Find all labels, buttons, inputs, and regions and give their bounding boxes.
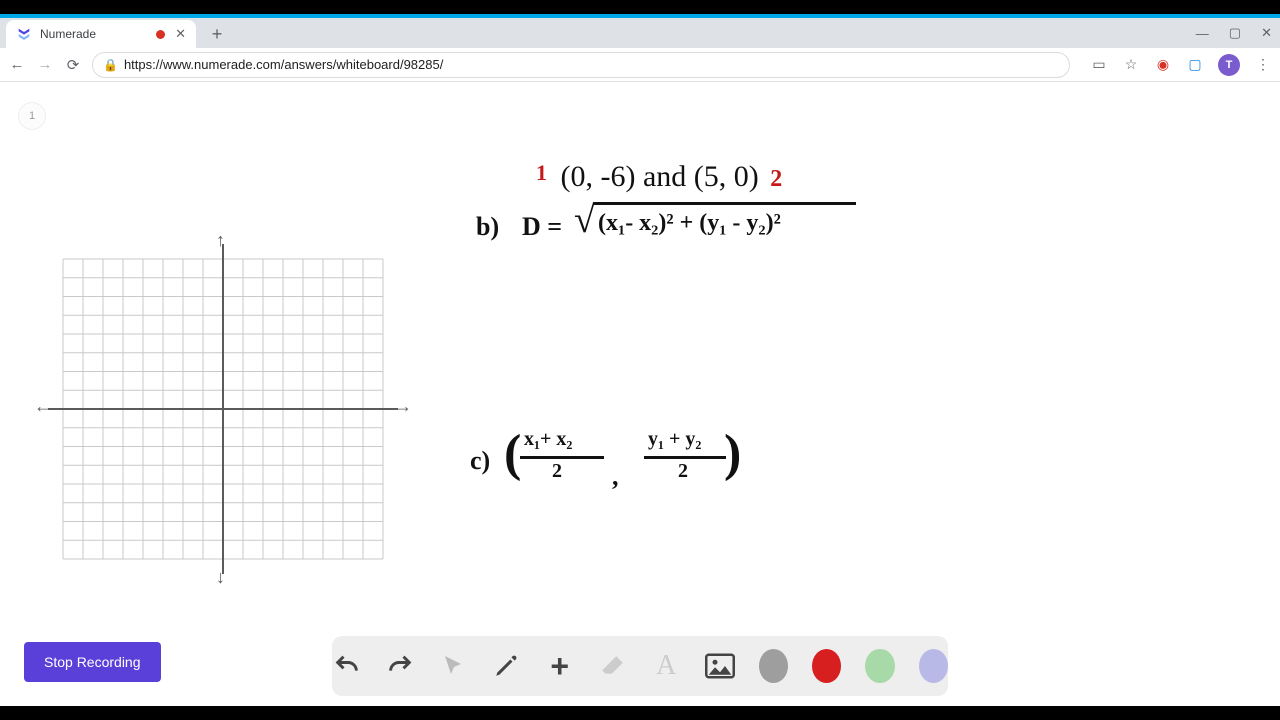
line-c-close-paren: ) — [724, 424, 741, 483]
line-c-bar2 — [644, 456, 726, 459]
color-gray[interactable] — [759, 649, 788, 683]
line-c-den1: 2 — [552, 460, 562, 483]
line-c-num1: x₁+ x₂ — [524, 428, 572, 451]
browser-menu-icon[interactable]: ⋮ — [1254, 56, 1272, 74]
coordinate-grid: ↑ ↓ ← → — [48, 244, 398, 574]
lock-icon: 🔒 — [103, 58, 118, 72]
line-c-bar1 — [520, 456, 604, 459]
window-maximize-button[interactable]: ▢ — [1229, 25, 1241, 41]
tab-numerade[interactable]: Numerade ✕ — [6, 20, 196, 48]
url-text: https://www.numerade.com/answers/whitebo… — [124, 57, 443, 72]
line-b-label: b) — [476, 212, 499, 242]
line-c-den2: 2 — [678, 460, 688, 483]
eraser-tool[interactable] — [598, 649, 627, 683]
extension-screen-icon[interactable]: ▢ — [1186, 56, 1204, 74]
point-2-label: 2 — [770, 166, 782, 192]
redo-button[interactable] — [385, 649, 414, 683]
line-b-rhs: (x₁- x₂)² + (y₁ - y₂)² — [598, 210, 781, 237]
new-tab-button[interactable]: + — [204, 21, 230, 47]
axis-arrow-down-icon: ↓ — [216, 567, 225, 588]
color-red[interactable] — [812, 649, 841, 683]
window-controls: — ▢ ✕ — [1196, 18, 1272, 48]
omnibox[interactable]: 🔒 https://www.numerade.com/answers/white… — [92, 52, 1070, 78]
bookmark-star-icon[interactable]: ☆ — [1122, 56, 1140, 74]
axis-arrow-left-icon: ← — [34, 396, 52, 417]
reload-button[interactable]: ⟳ — [64, 56, 82, 74]
letterbox-top — [0, 0, 1280, 14]
line-c-label: c) — [470, 446, 490, 476]
color-purple[interactable] — [919, 649, 948, 683]
back-button[interactable]: ← — [8, 56, 26, 73]
address-bar: ← → ⟳ 🔒 https://www.numerade.com/answers… — [0, 48, 1280, 82]
tab-title: Numerade — [40, 27, 156, 41]
tab-close-icon[interactable]: ✕ — [175, 26, 186, 42]
undo-button[interactable] — [332, 649, 361, 683]
add-tool[interactable]: + — [545, 649, 574, 683]
pen-tool[interactable] — [492, 649, 521, 683]
page-content: 1 ↑ ↓ ← → 1 (0, -6) and (5, 0) 2 b) D = … — [0, 82, 1280, 706]
point-1-label: 1 — [536, 160, 547, 185]
forward-button[interactable]: → — [36, 56, 54, 73]
page-counter[interactable]: 1 — [18, 102, 46, 130]
extension-shield-icon[interactable]: ◉ — [1154, 56, 1172, 74]
tab-favicon — [16, 26, 32, 42]
line-c-comma: , — [612, 462, 619, 492]
letterbox-bottom — [0, 706, 1280, 720]
points-line: 1 (0, -6) and (5, 0) 2 — [536, 160, 782, 194]
axis-arrow-up-icon: ↑ — [216, 230, 225, 251]
pointer-tool[interactable] — [439, 649, 468, 683]
line-b-lhs: D = — [522, 212, 562, 242]
line-c-open-paren: ( — [504, 424, 521, 483]
recording-indicator-icon — [156, 30, 165, 39]
window-close-button[interactable]: ✕ — [1261, 25, 1272, 41]
color-green[interactable] — [865, 649, 894, 683]
text-tool[interactable]: A — [652, 649, 681, 683]
line-c-num2: y₁ + y₂ — [648, 428, 701, 451]
tab-strip: Numerade ✕ + — ▢ ✕ — [0, 18, 1280, 48]
image-tool[interactable] — [705, 649, 735, 683]
profile-avatar[interactable]: T — [1218, 54, 1240, 76]
cast-icon[interactable]: ▭ — [1090, 56, 1108, 74]
whiteboard-toolbar: + A — [332, 636, 948, 696]
window-minimize-button[interactable]: — — [1196, 26, 1209, 41]
axis-arrow-right-icon: → — [394, 396, 412, 417]
stop-recording-button[interactable]: Stop Recording — [24, 642, 161, 682]
sqrt-symbol: √ — [574, 198, 595, 242]
sqrt-vinculum — [594, 202, 856, 205]
points-text: (0, -6) and (5, 0) — [561, 160, 759, 193]
